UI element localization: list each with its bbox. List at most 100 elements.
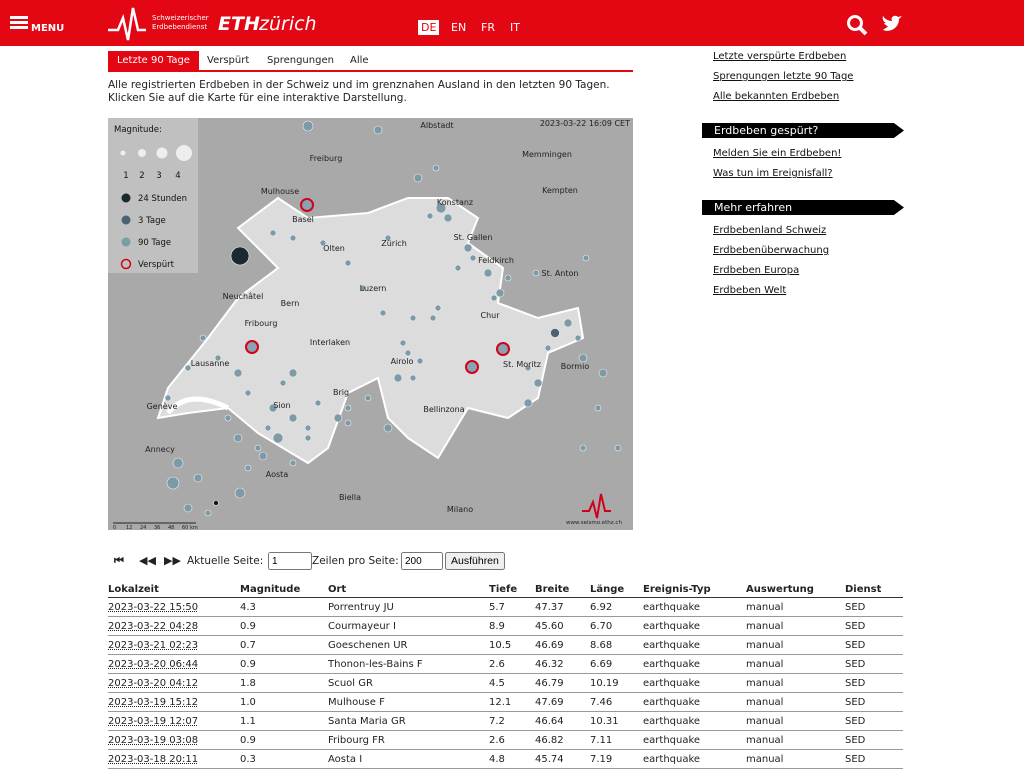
earthquake-dot[interactable] [595, 405, 601, 411]
tab[interactable]: Alle [341, 51, 378, 70]
earthquake-dot[interactable] [575, 335, 581, 341]
earthquake-map[interactable]: AlbstadtFreiburgMemmingenMulhouseKonstan… [108, 118, 633, 530]
earthquake-dot[interactable] [167, 477, 179, 489]
earthquake-dot[interactable] [173, 458, 183, 468]
earthquake-dot[interactable] [380, 310, 386, 316]
event-time-link[interactable]: 2023-03-21 02:23 [108, 636, 240, 655]
earthquake-dot[interactable] [374, 126, 382, 134]
next-page[interactable]: ▶▶ [164, 554, 181, 567]
earthquake-dot[interactable] [534, 379, 542, 387]
earthquake-dot[interactable] [245, 390, 251, 396]
earthquake-dot[interactable] [417, 358, 423, 364]
sidebar-link[interactable]: Erdbebenüberwachung [713, 245, 829, 256]
rows-input[interactable] [401, 552, 443, 570]
language-link[interactable]: IT [507, 20, 523, 35]
event-time-link[interactable]: 2023-03-20 06:44 [108, 655, 240, 674]
event-time-link[interactable]: 2023-03-22 15:50 [108, 598, 240, 617]
earthquake-dot[interactable] [384, 424, 392, 432]
language-link[interactable]: DE [418, 20, 439, 35]
table-row[interactable]: 2023-03-21 02:230.7Goeschenen UR10.546.6… [108, 636, 903, 655]
earthquake-dot[interactable] [524, 399, 532, 407]
earthquake-dot[interactable] [430, 315, 436, 321]
earthquake-dot[interactable] [400, 340, 406, 346]
earthquake-dot[interactable] [290, 460, 296, 466]
event-time-link[interactable]: 2023-03-20 04:12 [108, 674, 240, 693]
earthquake-dot[interactable] [484, 269, 492, 277]
earthquake-dot[interactable] [414, 174, 422, 182]
earthquake-dot[interactable] [491, 295, 497, 301]
earthquake-dot[interactable] [615, 445, 621, 451]
prev-page[interactable]: ◀◀ [139, 554, 156, 567]
earthquake-dot[interactable] [305, 435, 311, 441]
earthquake-dot[interactable] [234, 369, 242, 377]
earthquake-dot[interactable] [345, 405, 351, 411]
earthquake-dot[interactable] [265, 425, 271, 431]
first-page[interactable]: ⏮ [114, 554, 124, 568]
earthquake-dot[interactable] [205, 510, 211, 516]
earthquake-dot[interactable] [394, 374, 402, 382]
earthquake-dot[interactable] [234, 434, 242, 442]
earthquake-dot[interactable] [365, 395, 371, 401]
earthquake-dot[interactable] [470, 255, 476, 261]
earthquake-dot[interactable] [235, 488, 245, 498]
earthquake-dot[interactable] [231, 247, 249, 265]
earthquake-dot[interactable] [410, 315, 416, 321]
earthquake-dot[interactable] [194, 474, 202, 482]
sidebar-link[interactable]: Erdbebenland Schweiz [713, 225, 826, 236]
earthquake-dot[interactable] [410, 375, 416, 381]
earthquake-dot[interactable] [289, 369, 297, 377]
sidebar-link[interactable]: Erdbeben Welt [713, 285, 786, 296]
submit-button[interactable]: Ausführen [445, 552, 505, 570]
earthquake-dot[interactable] [551, 329, 560, 338]
earthquake-dot[interactable] [225, 415, 231, 421]
earthquake-dot[interactable] [583, 255, 589, 261]
earthquake-dot[interactable] [289, 414, 297, 422]
earthquake-dot[interactable] [466, 361, 478, 373]
table-row[interactable]: 2023-03-19 12:071.1Santa Maria GR7.246.6… [108, 712, 903, 731]
event-time-link[interactable]: 2023-03-19 15:12 [108, 693, 240, 712]
table-row[interactable]: 2023-03-19 15:121.0Mulhouse F12.147.697.… [108, 693, 903, 712]
table-row[interactable]: 2023-03-19 03:080.9Fribourg FR2.646.827.… [108, 731, 903, 750]
earthquake-dot[interactable] [464, 244, 472, 252]
earthquake-dot[interactable] [245, 465, 251, 471]
menu-icon[interactable] [10, 16, 30, 30]
earthquake-dot[interactable] [165, 395, 171, 401]
sidebar-link[interactable]: Letzte verspürte Erdbeben [713, 51, 846, 62]
table-row[interactable]: 2023-03-22 15:504.3Porrentruy JU5.747.37… [108, 598, 903, 617]
earthquake-dot[interactable] [405, 350, 411, 356]
earthquake-dot[interactable] [497, 343, 509, 355]
event-time-link[interactable]: 2023-03-18 20:11 [108, 750, 240, 769]
earthquake-dot[interactable] [564, 319, 572, 327]
sidebar-link[interactable]: Alle bekannten Erdbeben [713, 91, 839, 102]
language-link[interactable]: FR [478, 20, 498, 35]
earthquake-dot[interactable] [301, 199, 313, 211]
page-input[interactable] [268, 552, 312, 570]
earthquake-dot[interactable] [303, 121, 313, 131]
event-time-link[interactable]: 2023-03-22 04:28 [108, 617, 240, 636]
earthquake-dot[interactable] [255, 445, 261, 451]
menu-label[interactable]: MENU [31, 23, 64, 34]
earthquake-dot[interactable] [444, 214, 452, 222]
earthquake-dot[interactable] [200, 335, 206, 341]
earthquake-dot[interactable] [579, 354, 587, 362]
earthquake-dot[interactable] [496, 289, 504, 297]
twitter-icon[interactable] [882, 15, 904, 33]
earthquake-dot[interactable] [290, 235, 296, 241]
language-link[interactable]: EN [448, 20, 469, 35]
tab[interactable]: Sprengungen [258, 51, 343, 70]
earthquake-dot[interactable] [599, 369, 607, 377]
earthquake-dot[interactable] [273, 433, 283, 443]
sidebar-link[interactable]: Erdbeben Europa [713, 265, 799, 276]
earthquake-dot[interactable] [533, 270, 539, 276]
earthquake-dot[interactable] [259, 452, 267, 460]
earthquake-dot[interactable] [345, 260, 351, 266]
table-row[interactable]: 2023-03-20 06:440.9Thonon-les-Bains F2.6… [108, 655, 903, 674]
earthquake-dot[interactable] [280, 380, 286, 386]
earthquake-dot[interactable] [345, 420, 351, 426]
table-row[interactable]: 2023-03-20 04:121.8Scuol GR4.546.7910.19… [108, 674, 903, 693]
sidebar-link[interactable]: Melden Sie ein Erdbeben! [713, 148, 841, 159]
sidebar-link[interactable]: Sprengungen letzte 90 Tage [713, 71, 853, 82]
earthquake-dot[interactable] [455, 265, 461, 271]
table-row[interactable]: 2023-03-18 20:110.3Aosta I4.845.747.19ea… [108, 750, 903, 769]
earthquake-dot[interactable] [334, 414, 342, 422]
